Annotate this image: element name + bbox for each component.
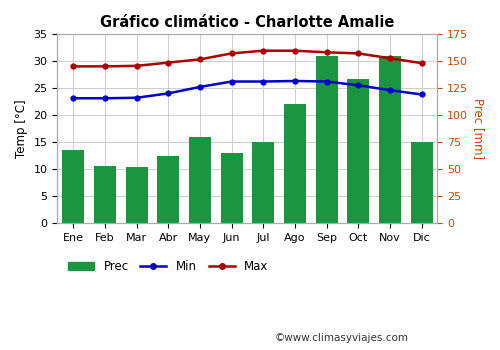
Bar	[316, 56, 338, 223]
Bar	[220, 153, 242, 223]
Y-axis label: Prec [mm]: Prec [mm]	[472, 98, 485, 159]
Bar	[157, 156, 180, 223]
Bar	[410, 142, 432, 223]
Bar	[94, 166, 116, 223]
Bar	[62, 150, 84, 223]
Y-axis label: Temp [°C]: Temp [°C]	[15, 99, 28, 158]
Text: ©www.climasyviajes.com: ©www.climasyviajes.com	[275, 333, 409, 343]
Bar	[252, 142, 274, 223]
Title: Gráfico climático - Charlotte Amalie: Gráfico climático - Charlotte Amalie	[100, 15, 395, 30]
Bar	[379, 56, 401, 223]
Bar	[189, 136, 211, 223]
Legend: Prec, Min, Max: Prec, Min, Max	[64, 256, 273, 278]
Bar	[347, 79, 370, 223]
Bar	[126, 167, 148, 223]
Bar	[284, 104, 306, 223]
